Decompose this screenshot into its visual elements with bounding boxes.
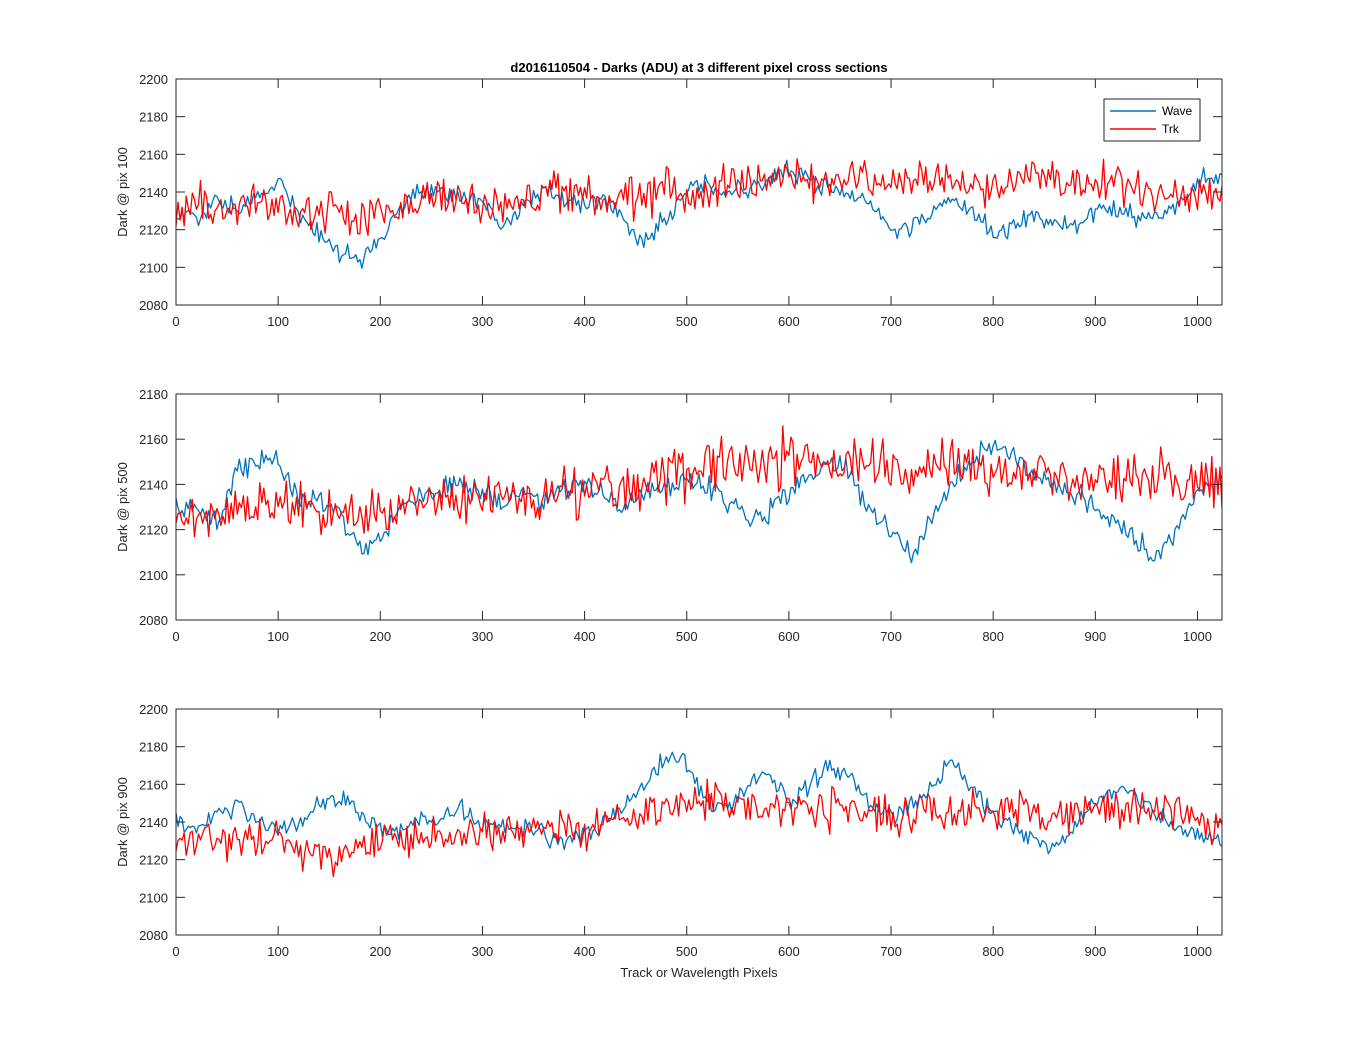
x-tick-label: 800 — [982, 314, 1004, 329]
y-tick-label: 2120 — [139, 223, 168, 238]
x-tick-label: 100 — [267, 944, 289, 959]
y-tick-label: 2100 — [139, 890, 168, 905]
x-tick-label: 200 — [369, 629, 391, 644]
y-tick-label: 2180 — [139, 740, 168, 755]
series-line-wave — [176, 159, 1222, 269]
y-tick-label: 2120 — [139, 523, 168, 538]
y-tick-label: 2160 — [139, 432, 168, 447]
y-axis-label: Dark @ pix 500 — [115, 462, 130, 552]
series-line-trk — [176, 778, 1222, 878]
chart-title: d2016110504 - Darks (ADU) at 3 different… — [510, 60, 887, 75]
x-tick-label: 700 — [880, 314, 902, 329]
x-tick-label: 1000 — [1183, 629, 1212, 644]
y-tick-label: 2200 — [139, 702, 168, 717]
x-tick-label: 200 — [369, 314, 391, 329]
y-tick-label: 2080 — [139, 613, 168, 628]
x-tick-label: 700 — [880, 629, 902, 644]
x-tick-label: 600 — [778, 314, 800, 329]
y-tick-label: 2140 — [139, 815, 168, 830]
x-tick-label: 500 — [676, 629, 698, 644]
subplot-1: 0 100 200 300 400 500 600 700 800 900 1000 2080 2100… — [115, 60, 1223, 329]
y-tick-label: 2160 — [139, 777, 168, 792]
subplots: 0 100 200 300 400 500 600 700 800 900 100020802100… — [115, 60, 1223, 980]
y-tick-label: 2180 — [139, 387, 168, 402]
y-tick-label: 2140 — [139, 185, 168, 200]
series-lines — [176, 751, 1222, 878]
x-tick-label: 900 — [1084, 314, 1106, 329]
subplot-2: 0 100 200 300 400 500 600 700 800 900 1000 2080 2100… — [115, 387, 1223, 644]
plot-area — [176, 79, 1222, 305]
x-tick-label: 500 — [676, 944, 698, 959]
x-tick-label: 200 — [369, 944, 391, 959]
legend-label-trk: Trk — [1162, 122, 1180, 136]
x-tick-label: 1000 — [1183, 314, 1212, 329]
x-tick-label: 100 — [267, 629, 289, 644]
x-tick-label: 600 — [778, 629, 800, 644]
series-lines — [176, 425, 1222, 564]
subplot-3: 0 100 200 300 400 500 600 700 800 900 1000 2080 2100… — [115, 702, 1223, 980]
series-lines — [176, 158, 1222, 269]
x-tick-label: 100 — [267, 314, 289, 329]
x-tick-label: 0 — [172, 629, 179, 644]
x-tick-label: 400 — [574, 314, 596, 329]
series-line-trk — [176, 425, 1222, 538]
y-tick-label: 2100 — [139, 568, 168, 583]
x-tick-label: 900 — [1084, 944, 1106, 959]
y-tick-label: 2100 — [139, 260, 168, 275]
series-line-trk — [176, 158, 1222, 237]
y-axis-label: Dark @ pix 900 — [115, 777, 130, 867]
x-tick-label: 300 — [472, 629, 494, 644]
x-axis-label: Track or Wavelength Pixels — [620, 965, 778, 980]
x-tick-label: 800 — [982, 944, 1004, 959]
x-tick-label: 0 — [172, 314, 179, 329]
legend-label-wave: Wave — [1162, 104, 1193, 118]
y-tick-label: 2080 — [139, 298, 168, 313]
legend: Wave Trk — [1103, 98, 1201, 142]
legend-box — [1103, 98, 1201, 142]
x-tick-label: 900 — [1084, 629, 1106, 644]
x-tick-label: 300 — [472, 314, 494, 329]
series-line-wave — [176, 751, 1222, 855]
plot-area — [176, 394, 1222, 620]
y-axis-label: Dark @ pix 100 — [115, 147, 130, 237]
y-tick-label: 2180 — [139, 110, 168, 125]
x-tick-label: 400 — [574, 629, 596, 644]
x-tick-label: 600 — [778, 944, 800, 959]
y-tick-label: 2200 — [139, 72, 168, 87]
y-tick-label: 2120 — [139, 853, 168, 868]
x-tick-label: 700 — [880, 944, 902, 959]
x-tick-label: 500 — [676, 314, 698, 329]
x-tick-label: 1000 — [1183, 944, 1212, 959]
y-tick-label: 2140 — [139, 477, 168, 492]
series-line-wave — [176, 439, 1222, 564]
x-tick-label: 0 — [172, 944, 179, 959]
x-tick-label: 800 — [982, 629, 1004, 644]
x-tick-label: 300 — [472, 944, 494, 959]
x-tick-label: 400 — [574, 944, 596, 959]
y-tick-label: 2080 — [139, 928, 168, 943]
axes-box — [175, 393, 1223, 621]
y-tick-label: 2160 — [139, 147, 168, 162]
